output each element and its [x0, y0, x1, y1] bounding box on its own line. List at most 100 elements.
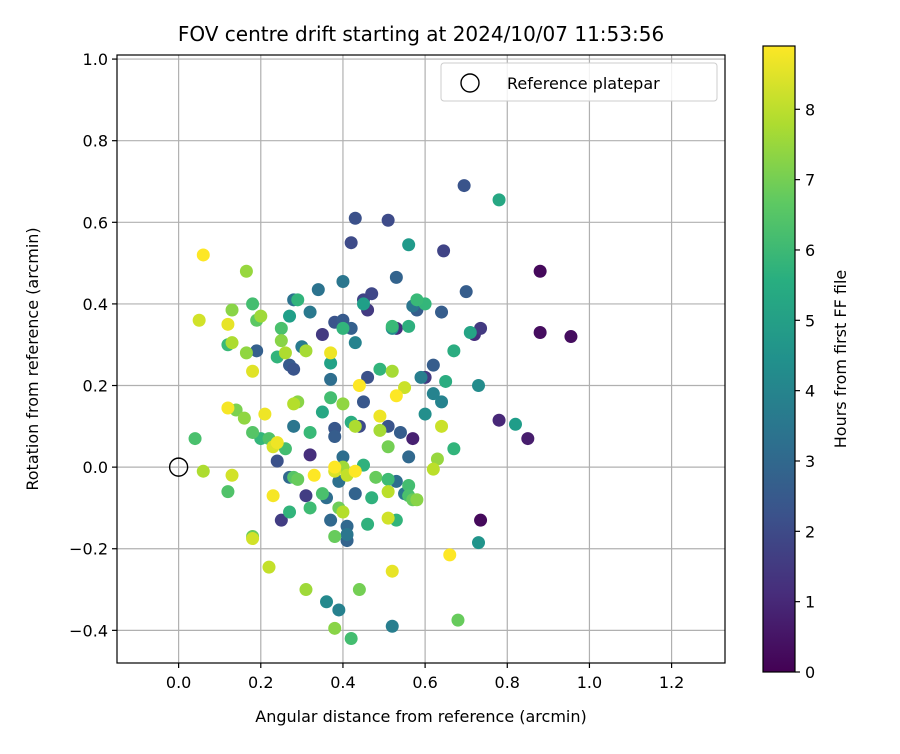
data-point — [393, 425, 407, 439]
data-point — [435, 305, 449, 319]
y-tick-label: 0.6 — [83, 213, 108, 232]
data-point — [435, 419, 449, 433]
colorbar-tick-label: 0 — [805, 663, 815, 682]
data-point — [324, 391, 338, 405]
data-point — [246, 425, 260, 439]
data-point — [270, 454, 284, 468]
data-point — [311, 283, 325, 297]
data-point — [303, 448, 317, 462]
data-point — [324, 372, 338, 386]
colorbar — [762, 45, 796, 673]
data-point — [246, 297, 260, 311]
data-point — [258, 407, 272, 421]
data-point — [414, 370, 428, 384]
data-point — [262, 560, 276, 574]
data-point — [402, 450, 416, 464]
x-tick-label: 1.2 — [659, 673, 684, 692]
data-point — [426, 387, 440, 401]
legend: Reference platepar — [440, 62, 718, 102]
data-point — [361, 370, 375, 384]
data-point — [533, 264, 547, 278]
colorbar-tick-label: 6 — [805, 241, 815, 260]
y-axis-ticks: −0.4 −0.2 0.0 0.2 0.4 0.6 0.8 1.0 — [69, 50, 117, 640]
data-point — [381, 472, 395, 486]
data-point — [398, 381, 412, 395]
data-point — [564, 330, 578, 344]
reference-point — [168, 457, 189, 477]
data-point — [365, 491, 379, 505]
data-point — [381, 511, 395, 525]
data-points — [188, 179, 578, 646]
data-point — [389, 389, 403, 403]
data-point — [303, 305, 317, 319]
data-point — [274, 321, 288, 335]
data-point — [283, 309, 297, 323]
chart-title: FOV centre drift starting at 2024/10/07 … — [178, 22, 664, 46]
data-point — [381, 485, 395, 499]
data-point — [315, 487, 329, 501]
data-point — [336, 505, 350, 519]
data-point — [348, 211, 362, 225]
data-point — [435, 395, 449, 409]
data-point — [348, 487, 362, 501]
data-point — [336, 274, 350, 288]
data-point — [274, 513, 288, 527]
legend-label: Reference platepar — [507, 74, 660, 93]
colorbar-tick-label: 3 — [805, 452, 815, 471]
colorbar-tick-label: 7 — [805, 171, 815, 190]
data-point — [299, 489, 313, 503]
data-point — [315, 328, 329, 342]
data-point — [324, 346, 338, 360]
data-point — [239, 264, 253, 278]
data-point — [472, 536, 486, 550]
data-point — [299, 344, 313, 358]
data-point — [278, 346, 292, 360]
data-point — [225, 303, 239, 317]
data-point — [402, 478, 416, 492]
data-point — [196, 464, 210, 478]
data-point — [221, 401, 235, 415]
plot-frame — [116, 54, 726, 664]
data-point — [443, 548, 457, 562]
data-point — [451, 613, 465, 627]
data-point — [332, 603, 346, 617]
data-point — [287, 419, 301, 433]
data-point — [533, 325, 547, 339]
data-point — [474, 321, 488, 335]
data-point — [439, 374, 453, 388]
data-point — [237, 411, 251, 425]
data-point — [361, 517, 375, 531]
data-point — [320, 595, 334, 609]
data-point — [291, 293, 305, 307]
data-point — [381, 440, 395, 454]
data-point — [287, 362, 301, 376]
data-point — [447, 442, 461, 456]
data-point — [426, 358, 440, 372]
y-tick-label: −0.2 — [69, 540, 108, 559]
data-point — [457, 179, 471, 193]
colorbar-ticks: 0 1 2 3 4 5 6 7 8 — [795, 100, 815, 682]
data-point — [192, 313, 206, 327]
legend-marker-icon — [460, 73, 480, 93]
data-point — [389, 270, 403, 284]
x-axis-label: Angular distance from reference (arcmin) — [255, 707, 586, 726]
data-point — [410, 493, 424, 507]
data-point — [356, 297, 370, 311]
data-point — [266, 489, 280, 503]
data-point — [328, 430, 342, 444]
data-point — [463, 325, 477, 339]
data-point — [336, 397, 350, 411]
data-point — [385, 619, 399, 633]
data-point — [385, 364, 399, 378]
data-point — [188, 432, 202, 446]
data-point — [328, 621, 342, 635]
data-point — [315, 405, 329, 419]
data-point — [225, 468, 239, 482]
data-point — [270, 436, 284, 450]
x-axis-ticks: 0.0 0.2 0.4 0.6 0.8 1.0 1.2 — [166, 663, 684, 692]
data-point — [402, 319, 416, 333]
data-point — [447, 344, 461, 358]
data-point — [221, 485, 235, 499]
data-point — [381, 213, 395, 227]
